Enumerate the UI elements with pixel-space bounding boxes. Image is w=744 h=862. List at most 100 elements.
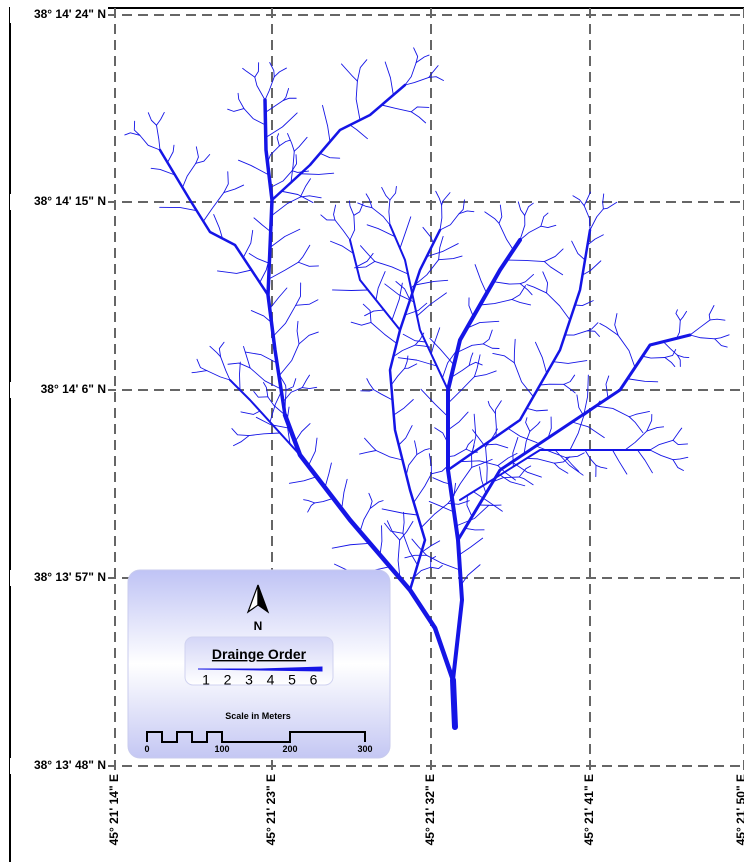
stream bbox=[281, 190, 314, 203]
stream bbox=[416, 448, 430, 455]
stream bbox=[586, 330, 600, 337]
stream bbox=[167, 144, 175, 163]
stream bbox=[332, 289, 369, 291]
stream bbox=[229, 379, 301, 456]
stream bbox=[223, 171, 229, 194]
stream bbox=[322, 104, 331, 143]
stream bbox=[366, 378, 375, 391]
stream bbox=[386, 520, 401, 541]
stream bbox=[524, 202, 534, 216]
stream bbox=[209, 345, 222, 358]
stream bbox=[614, 313, 619, 336]
stream bbox=[446, 238, 522, 682]
stream bbox=[405, 454, 418, 476]
stream bbox=[237, 92, 245, 109]
stream bbox=[139, 134, 161, 151]
stream bbox=[465, 439, 474, 450]
stream bbox=[364, 309, 385, 317]
stream bbox=[519, 214, 526, 241]
stream bbox=[242, 229, 254, 258]
stream bbox=[526, 284, 548, 294]
stream bbox=[438, 255, 463, 261]
stream bbox=[388, 228, 442, 592]
stream bbox=[253, 391, 269, 398]
stream bbox=[319, 152, 341, 159]
stream bbox=[296, 320, 300, 345]
label-backdrop bbox=[10, 758, 108, 774]
stream bbox=[411, 538, 428, 556]
stream bbox=[646, 414, 653, 432]
stream bbox=[542, 271, 549, 294]
stream bbox=[487, 400, 496, 414]
stream bbox=[402, 333, 427, 343]
north-label: N bbox=[254, 619, 263, 633]
stream bbox=[637, 449, 653, 474]
stream bbox=[124, 132, 141, 136]
stream bbox=[441, 192, 451, 206]
latitude-label: 38° 13' 48" N bbox=[34, 758, 106, 772]
stream bbox=[213, 214, 223, 239]
stream bbox=[356, 253, 374, 268]
order-number: 5 bbox=[288, 672, 296, 688]
stream bbox=[402, 511, 405, 534]
stream bbox=[220, 356, 231, 381]
stream bbox=[399, 520, 414, 541]
stream bbox=[191, 370, 208, 374]
stream bbox=[404, 62, 417, 86]
stream bbox=[254, 76, 266, 101]
stream bbox=[492, 281, 521, 285]
stream bbox=[458, 199, 465, 215]
stream bbox=[473, 370, 497, 378]
stream bbox=[265, 112, 298, 138]
stream bbox=[279, 375, 287, 391]
stream bbox=[291, 154, 298, 172]
stream bbox=[485, 446, 488, 484]
stream bbox=[333, 204, 337, 221]
label-backdrop bbox=[10, 194, 108, 210]
stream bbox=[456, 343, 484, 353]
stream bbox=[290, 150, 295, 183]
stream bbox=[384, 61, 394, 96]
label-backdrop bbox=[582, 772, 598, 862]
stream bbox=[206, 370, 231, 381]
latitude-label: 38° 14' 24" N bbox=[34, 7, 106, 21]
stream bbox=[357, 202, 373, 209]
stream bbox=[404, 355, 409, 369]
stream bbox=[672, 459, 684, 471]
stream bbox=[156, 111, 165, 126]
stream bbox=[565, 452, 585, 458]
stream bbox=[498, 222, 514, 251]
stream bbox=[330, 240, 354, 254]
stream bbox=[150, 167, 176, 176]
stream bbox=[672, 427, 683, 441]
stream bbox=[360, 389, 375, 392]
longitude-label: 45° 21' 23" E bbox=[264, 774, 278, 845]
stream bbox=[231, 428, 250, 436]
stream bbox=[482, 329, 493, 345]
stream bbox=[460, 564, 481, 586]
stream bbox=[341, 478, 348, 510]
stream bbox=[404, 363, 418, 369]
stream bbox=[420, 388, 449, 418]
stream bbox=[518, 465, 532, 478]
stream bbox=[612, 449, 628, 475]
stream bbox=[397, 539, 401, 579]
stream bbox=[564, 330, 588, 336]
stream bbox=[359, 450, 377, 455]
stream bbox=[399, 216, 412, 249]
drainage-network bbox=[124, 47, 730, 730]
stream bbox=[147, 112, 157, 126]
stream bbox=[428, 76, 444, 81]
stream bbox=[158, 148, 270, 297]
stream bbox=[244, 351, 278, 364]
stream bbox=[272, 304, 297, 337]
stream bbox=[264, 76, 275, 101]
stream bbox=[278, 139, 291, 147]
stream bbox=[517, 201, 526, 216]
stream bbox=[450, 677, 458, 730]
stream bbox=[298, 331, 319, 345]
stream bbox=[369, 500, 384, 509]
stream bbox=[714, 338, 728, 348]
stream bbox=[428, 453, 432, 475]
